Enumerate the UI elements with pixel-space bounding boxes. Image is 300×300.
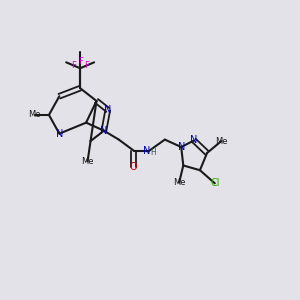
Text: H: H [150,148,156,158]
Text: Me: Me [28,110,41,119]
Text: N: N [56,129,63,139]
Text: Me: Me [173,178,185,187]
Text: N: N [100,126,108,136]
Text: F: F [71,61,76,70]
Text: O: O [130,162,137,172]
Text: Cl: Cl [210,178,220,188]
Text: Me: Me [215,136,228,146]
Text: Me: Me [81,157,94,166]
Text: N: N [190,136,198,146]
Text: N: N [143,146,150,156]
Text: F: F [78,57,82,66]
Text: N: N [178,142,185,152]
Text: N: N [104,105,112,115]
Text: F: F [84,61,89,70]
